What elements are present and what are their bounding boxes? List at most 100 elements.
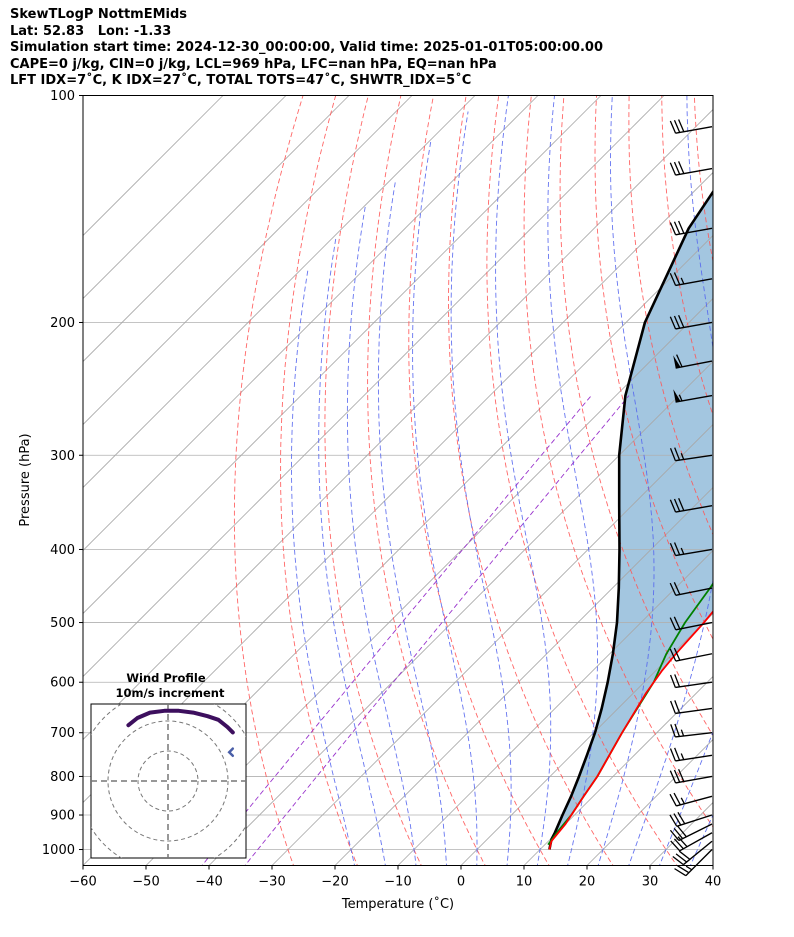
isotherm-line [145,297,713,866]
dry-adiabat [324,95,422,866]
wind-barb [673,389,713,403]
y-tick-label: 700 [50,726,75,741]
wind-barb [669,674,713,689]
stability-line: CAPE=0 j/kg, CIN=0 j/kg, LCL=969 hPa, LF… [10,56,497,72]
hodograph-inset: Wind Profile 10m/s increment [90,671,247,859]
wind-barb [669,161,713,176]
isotherm-line [83,95,224,237]
moist-adiabat [450,111,512,866]
x-tick-label: −30 [258,875,285,890]
mixing-ratio-line [201,395,592,866]
isotherm-line [397,549,713,866]
x-tick-label: −10 [384,875,411,890]
dry-adiabat [790,79,794,869]
y-axis-label: Pressure (hPa) [18,433,33,526]
chart-title: SkewTLogP NottmEMids [10,7,188,22]
y-tick-label: 200 [50,316,75,331]
hodograph-trace-low [227,747,235,758]
time-line: Simulation start time: 2024-12-30_00:00:… [10,40,603,56]
x-tick-label: −60 [69,875,96,890]
dry-adiabat [448,95,614,866]
temperature-line [548,610,713,850]
dry-adiabat [758,79,794,869]
x-tick-label: 30 [642,875,659,890]
dry-adiabat [523,95,713,828]
dry-adiabat [486,95,678,866]
isotherm-line [208,360,713,866]
x-tick-label: 20 [579,875,596,890]
wind-barb [669,119,713,134]
y-tick-label: 500 [50,616,75,631]
isotherm-line [334,486,713,866]
moist-adiabat [291,269,355,866]
wind-barb [672,840,713,866]
wind-barb [669,272,713,287]
background-lines [83,79,794,869]
shaded-layer [549,191,713,850]
moist-adiabat [720,96,794,869]
wind-barb [669,220,713,236]
wind-barb [669,747,713,762]
location-line: Lat: 52.83 Lon: -1.33 [10,23,172,39]
dry-adiabat [233,95,304,866]
y-tick-label: 400 [50,543,75,558]
moist-adiabat [318,238,386,866]
x-tick-label: 0 [457,875,465,890]
isotherm-line [83,95,476,489]
wind-barb [669,811,713,828]
wind-barb [669,768,713,784]
wind-barb [669,498,713,513]
wind-barb [673,354,713,369]
isotherm-line [83,95,287,300]
dry-adiabat [280,95,358,866]
axes: −60 −50 −40 −30 −20 −10 0 10 20 30 40 1000 900 800 700… [42,89,721,890]
isotherm-line [460,612,713,866]
moist-adiabat [628,95,713,866]
dry-adiabat [661,95,713,417]
isotherm-line [83,95,665,678]
isotherm-line [83,95,350,363]
isotherm-line [523,675,713,866]
y-tick-label: 600 [50,676,75,691]
hodograph-title: Wind Profile [126,671,206,685]
moist-adiabat [346,205,417,866]
wind-barbs [669,119,713,877]
wind-barb [669,823,713,842]
hodograph-content [91,704,246,858]
mixing-ratio-line [244,395,630,866]
x-tick-label: −50 [132,875,159,890]
isotherm-line [776,96,794,866]
index-line: LFT IDX=7˚C, K IDX=27˚C, TOTAL TOTS=47˚C… [10,73,472,89]
wind-barb [669,447,713,462]
chart-header: SkewTLogP NottmEMids Lat: 52.83 Lon: -1.… [10,7,603,90]
dry-adiabat [408,95,550,866]
isotherm-line [83,95,413,426]
wind-barb [670,700,713,715]
wind-barb [674,849,713,877]
hodograph-ring [107,720,229,842]
x-tick-label: −20 [321,875,348,890]
isotherm-line [83,95,602,615]
x-tick-label: 10 [516,875,533,890]
isotherm-line [271,423,713,866]
dry-adiabat [726,79,794,869]
wind-barb [670,723,713,738]
isotherm-line [83,95,539,552]
wind-barb [670,832,713,852]
hodograph-subtitle: 10m/s increment [116,686,225,700]
x-axis-label: Temperature (˚C) [341,896,454,912]
isotherm-line [83,108,713,741]
wind-barb [669,542,713,557]
dry-adiabat [559,95,713,737]
dry-adiabat [367,95,486,866]
wind-barb [669,792,713,807]
cape-cin-shading [549,191,713,850]
moist-adiabat [495,95,552,866]
y-tick-label: 800 [50,770,75,785]
parcel-profile-line [548,189,713,850]
moist-adiabat [412,141,478,866]
x-tick-label: 40 [705,875,722,890]
wind-barb [669,314,713,330]
moist-adiabat [377,181,447,866]
